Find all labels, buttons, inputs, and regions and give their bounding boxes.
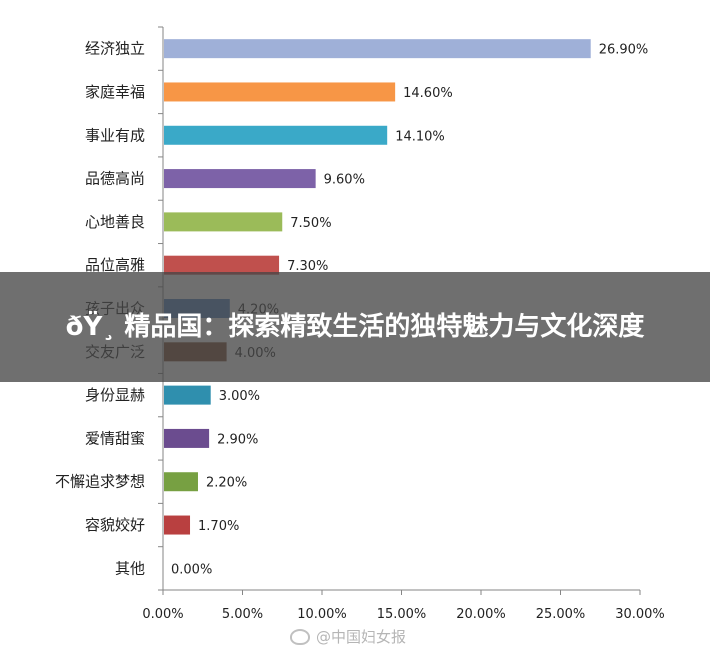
- category-label: 经济独立: [85, 40, 145, 58]
- data-label: 2.90%: [217, 432, 258, 447]
- bar: [164, 39, 591, 59]
- data-label: 2.20%: [206, 476, 247, 491]
- watermark: @中国妇女报: [290, 626, 406, 647]
- bar: [164, 169, 316, 189]
- data-label: 9.60%: [324, 173, 365, 188]
- data-label: 3.00%: [219, 389, 260, 404]
- data-label: 14.60%: [403, 86, 453, 101]
- category-label: 事业有成: [85, 126, 145, 144]
- bar: [164, 255, 280, 275]
- bar: [164, 212, 283, 232]
- bar: [164, 125, 388, 145]
- data-label: 1.70%: [198, 519, 239, 534]
- x-tick-label: 5.00%: [222, 607, 263, 622]
- x-tick-label: 30.00%: [615, 607, 665, 622]
- bar: [164, 385, 211, 405]
- weibo-icon: [290, 628, 310, 645]
- title-overlay: ðŸ¸ 精品国：探索精致生活的独特魅力与文化深度: [0, 272, 710, 382]
- category-label: 家庭幸福: [85, 83, 145, 101]
- bar: [164, 82, 396, 102]
- x-tick-label: 20.00%: [456, 607, 506, 622]
- x-tick-label: 0.00%: [142, 607, 183, 622]
- category-label: 其他: [115, 559, 145, 577]
- category-label: 品位高雅: [85, 256, 145, 274]
- data-label: 7.50%: [290, 216, 331, 231]
- bar: [164, 515, 191, 535]
- watermark-text: @中国妇女报: [316, 628, 407, 646]
- data-label: 14.10%: [395, 129, 445, 144]
- category-label: 爱情甜蜜: [85, 429, 145, 447]
- overlay-title: ðŸ¸ 精品国：探索精致生活的独特魅力与文化深度: [65, 312, 645, 342]
- category-label: 身份显赫: [85, 386, 145, 404]
- bar: [164, 428, 210, 448]
- x-tick-label: 10.00%: [297, 607, 347, 622]
- x-tick-label: 15.00%: [377, 607, 427, 622]
- data-label: 0.00%: [171, 562, 212, 577]
- data-label: 26.90%: [599, 43, 649, 58]
- data-label: 7.30%: [287, 259, 328, 274]
- category-label: 容貌姣好: [85, 516, 145, 534]
- bar: [164, 472, 198, 492]
- category-label: 不懈追求梦想: [55, 473, 145, 491]
- x-tick-label: 25.00%: [536, 607, 586, 622]
- category-label: 品德高尚: [85, 170, 145, 188]
- category-label: 心地善良: [85, 213, 145, 231]
